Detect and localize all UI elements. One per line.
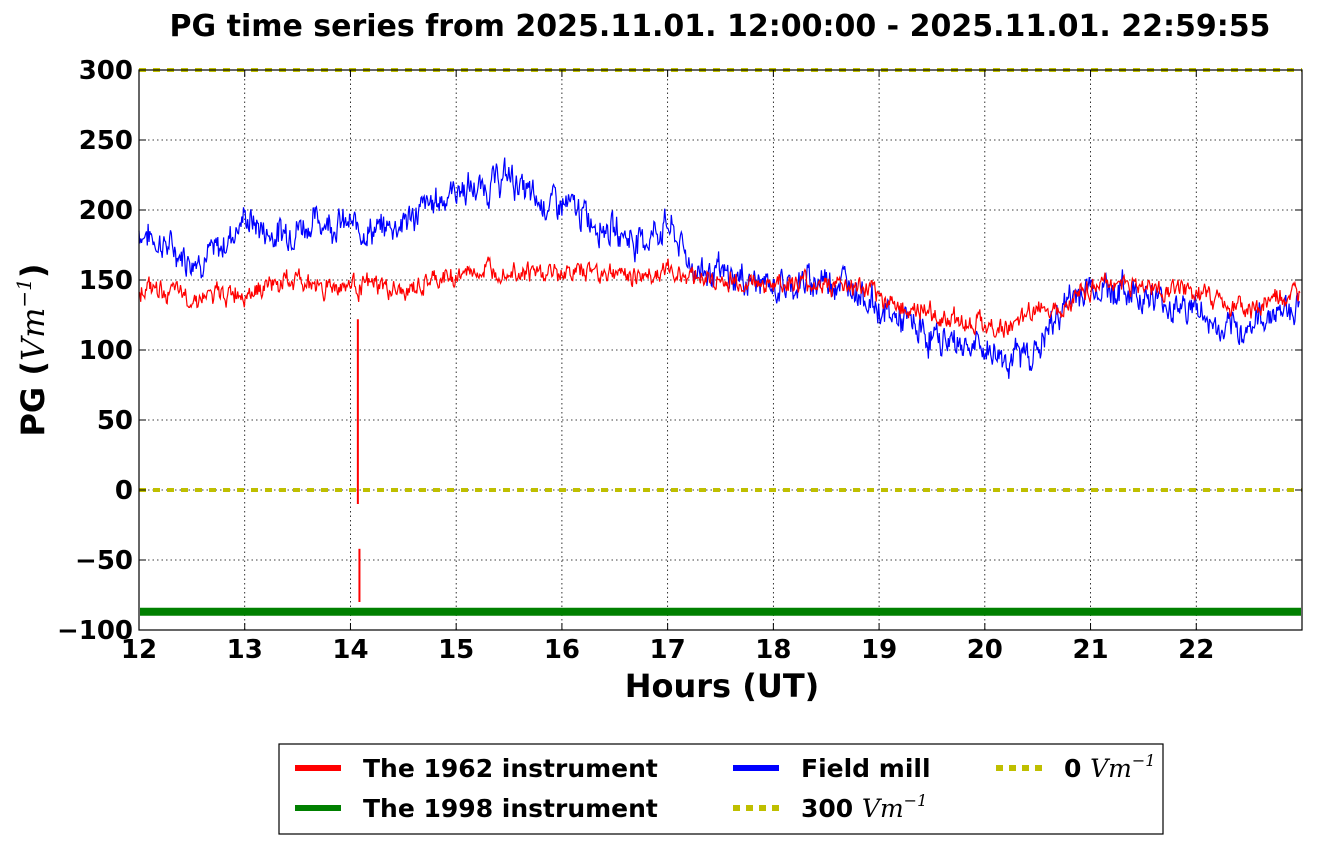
series-the-1962-instrument: [138, 256, 1301, 338]
x-tick-label: 21: [1072, 635, 1108, 665]
x-tick-label: 16: [544, 635, 580, 665]
y-tick-label: 50: [97, 406, 133, 436]
x-tick-label: 20: [967, 635, 1003, 665]
x-tick-label: 15: [438, 635, 474, 665]
x-tick-label: 13: [227, 635, 263, 665]
grid-lines: [139, 70, 1302, 630]
y-axis-label-exponent: −1: [12, 278, 36, 307]
legend-label: The 1998 instrument: [363, 794, 658, 823]
y-axis-label-close: ): [14, 263, 52, 278]
y-axis-label-unit: Vm: [14, 308, 52, 361]
legend-label: 0 Vm−1: [1064, 751, 1155, 783]
plot-area: [138, 68, 1302, 616]
legend: The 1962 instrument The 1998 instrument Fi…: [278, 743, 1164, 835]
y-axis-label: PG (Vm−1): [12, 263, 52, 436]
x-axis-label: Hours (UT): [625, 667, 820, 705]
y-axis-ticks: 300 250 200 150 100 50 0 −50 −100: [57, 56, 1302, 646]
legend-label: The 1962 instrument: [363, 754, 658, 783]
y-tick-label: 250: [79, 126, 133, 156]
y-tick-label: −100: [57, 616, 133, 646]
x-tick-label: 12: [121, 635, 157, 665]
legend-label: Field mill: [801, 754, 931, 783]
y-axis-label-text: PG (: [14, 361, 52, 436]
x-tick-label: 19: [861, 635, 897, 665]
x-tick-label: 18: [755, 635, 791, 665]
x-tick-label: 17: [650, 635, 686, 665]
y-tick-label: 150: [79, 266, 133, 296]
svg-text:PG (Vm−1): PG (Vm−1): [12, 263, 52, 436]
y-tick-label: 200: [79, 196, 133, 226]
legend-label: 300 Vm−1: [801, 791, 927, 823]
y-tick-label: 0: [115, 476, 133, 506]
y-tick-label: −50: [75, 546, 133, 576]
legend-frame: [278, 743, 1164, 835]
chart-title: PG time series from 2025.11.01. 12:00:00…: [170, 9, 1271, 44]
series-field-mill: [138, 157, 1301, 379]
y-tick-label: 300: [79, 56, 133, 86]
x-axis-ticks: 12 13 14 15 16 17 18 19 20 21 22: [121, 70, 1214, 665]
x-tick-label: 14: [332, 635, 368, 665]
y-tick-label: 100: [79, 336, 133, 366]
x-tick-label: 22: [1178, 635, 1214, 665]
